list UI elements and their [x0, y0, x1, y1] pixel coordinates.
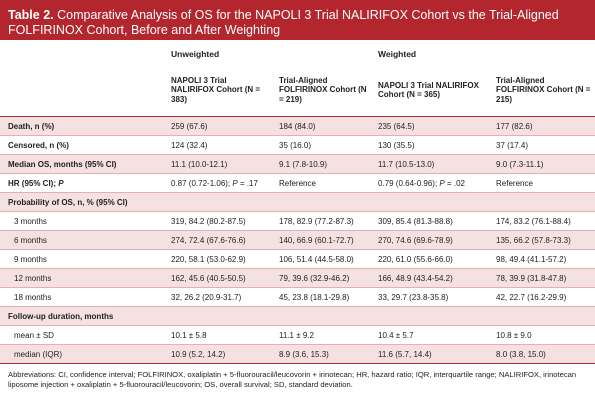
table-cell: 10.4 ± 5.7	[370, 325, 489, 345]
table-cell: 220, 61.0 (55.6-66.0)	[370, 249, 489, 269]
table-cell: Reference	[488, 173, 595, 193]
table-cell: 10.9 (5.2, 14.2)	[163, 344, 271, 364]
table-cell: 98, 49.4 (41.1-57.2)	[488, 249, 595, 269]
table-cell	[271, 192, 371, 212]
row-label: mean ± SD	[0, 325, 163, 345]
table-cell: 106, 51.4 (44.5-58.0)	[271, 249, 371, 269]
table-cell: 42, 22.7 (16.2-29.9)	[488, 287, 595, 307]
table-cell: 0.87 (0.72-1.06); P = .17	[163, 173, 271, 193]
group-header-row: Unweighted Weighted	[0, 40, 595, 64]
column-header-unweighted-napoli: NAPOLI 3 Trial NALIRIFOX Cohort (N = 383…	[163, 64, 271, 117]
table-row: mean ± SD 10.1 ± 5.8 11.1 ± 9.2 10.4 ± 5.7 1…	[0, 325, 595, 345]
table-cell: 274, 72.4 (67.6-76.6)	[163, 230, 271, 250]
table-row: 18 months 32, 26.2 (20.9-31.7) 45, 23.8 (1…	[0, 287, 595, 307]
table-cell: 135, 66.2 (57.8-73.3)	[488, 230, 595, 250]
table-cell: 235 (64.5)	[370, 116, 489, 136]
table-cell: 11.1 (10.0-12.1)	[163, 154, 271, 174]
table-row: 12 months 162, 45.6 (40.5-50.5) 79, 39.6 (…	[0, 268, 595, 288]
table-cell: 270, 74.6 (69.6-78.9)	[370, 230, 489, 250]
row-label: 18 months	[0, 287, 163, 307]
row-label: Follow-up duration, months	[0, 306, 163, 326]
table-cell: Reference	[271, 173, 371, 193]
table-cell: 309, 85.4 (81.3-88.8)	[370, 211, 489, 231]
table-cell: 8.0 (3.8, 15.0)	[488, 344, 595, 364]
table-row: Death, n (%) 259 (67.6) 184 (84.0) 235 (64.…	[0, 116, 595, 136]
row-label: Probability of OS, n, % (95% CI)	[0, 192, 163, 212]
table-cell: 35 (16.0)	[271, 135, 371, 155]
table-cell: 11.1 ± 9.2	[271, 325, 371, 345]
table-body: Death, n (%) 259 (67.6) 184 (84.0) 235 (64.…	[0, 116, 595, 364]
row-label: 9 months	[0, 249, 163, 269]
table-cell: 184 (84.0)	[271, 116, 371, 136]
abbreviations-footnote: Abbreviations: CI, confidence interval; …	[8, 370, 577, 389]
table-cell: 11.7 (10.5-13.0)	[370, 154, 489, 174]
row-label: 12 months	[0, 268, 163, 288]
row-label: Death, n (%)	[0, 116, 163, 136]
table-cell: 220, 58.1 (53.0-62.9)	[163, 249, 271, 269]
row-label: Censored, n (%)	[0, 135, 163, 155]
table-cell: 130 (35.5)	[370, 135, 489, 155]
table-cell: 79, 39.6 (32.9-46.2)	[271, 268, 371, 288]
column-header-weighted-napoli: NAPOLI 3 Trial NALIRIFOX Cohort (N = 365…	[370, 64, 489, 117]
table-cell	[163, 192, 271, 212]
table-row: Probability of OS, n, % (95% CI)	[0, 192, 595, 212]
table-cell	[488, 306, 595, 326]
table-cell: 259 (67.6)	[163, 116, 271, 136]
table-row: Censored, n (%) 124 (32.4) 35 (16.0) 130 (3…	[0, 135, 595, 155]
table-caption: Comparative Analysis of OS for the NAPOL…	[8, 8, 559, 37]
table-row: Median OS, months (95% CI) 11.1 (10.0-12.…	[0, 154, 595, 174]
row-label: 6 months	[0, 230, 163, 250]
group-header-blank	[0, 40, 163, 64]
column-header-weighted-folfirinox: Trial-Aligned FOLFIRINOX Cohort (N = 215…	[488, 64, 595, 117]
row-label: 3 months	[0, 211, 163, 231]
table-cell: 78, 39.9 (31.8-47.8)	[488, 268, 595, 288]
table-cell: 319, 84.2 (80.2-87.5)	[163, 211, 271, 231]
row-label: Median OS, months (95% CI)	[0, 154, 163, 174]
table-cell: 9.1 (7.8-10.9)	[271, 154, 371, 174]
table-cell: 33, 29.7 (23.8-35.8)	[370, 287, 489, 307]
group-header-weighted: Weighted	[378, 49, 417, 59]
table-cell: 32, 26.2 (20.9-31.7)	[163, 287, 271, 307]
table-title: Table 2. Comparative Analysis of OS for …	[0, 0, 595, 40]
table-cell	[271, 306, 371, 326]
table-cell: 9.0 (7.3-11.1)	[488, 154, 595, 174]
table-cell	[163, 306, 271, 326]
table-cell	[370, 192, 489, 212]
table-row: 6 months 274, 72.4 (67.6-76.6) 140, 66.9 (…	[0, 230, 595, 250]
row-label: median (IQR)	[0, 344, 163, 364]
table-cell: 166, 48.9 (43.4-54.2)	[370, 268, 489, 288]
table-cell: 177 (82.6)	[488, 116, 595, 136]
table-row: Follow-up duration, months	[0, 306, 595, 326]
table-cell: 11.6 (5.7, 14.4)	[370, 344, 489, 364]
table-number: Table 2.	[8, 8, 54, 22]
row-label: HR (95% CI); P	[0, 173, 163, 193]
table-cell: 0.79 (0.64-0.96); P = .02	[370, 173, 489, 193]
table-cell: 178, 82.9 (77.2-87.3)	[271, 211, 371, 231]
table-cell: 162, 45.6 (40.5-50.5)	[163, 268, 271, 288]
table-row: median (IQR) 10.9 (5.2, 14.2) 8.9 (3.6, 15…	[0, 344, 595, 364]
table-row: HR (95% CI); P 0.87 (0.72-1.06); P = .17 R…	[0, 173, 595, 193]
table-cell: 124 (32.4)	[163, 135, 271, 155]
table-row: 9 months 220, 58.1 (53.0-62.9) 106, 51.4 (…	[0, 249, 595, 269]
table-cell: 45, 23.8 (18.1-29.8)	[271, 287, 371, 307]
column-header-unweighted-folfirinox: Trial-Aligned FOLFIRINOX Cohort (N = 219…	[271, 64, 371, 117]
column-header-row: NAPOLI 3 Trial NALIRIFOX Cohort (N = 383…	[0, 64, 595, 117]
table-cell: 10.8 ± 9.0	[488, 325, 595, 345]
table-cell: 37 (17.4)	[488, 135, 595, 155]
table-cell: 174, 83.2 (76.1-88.4)	[488, 211, 595, 231]
table-cell: 140, 66.9 (60.1-72.7)	[271, 230, 371, 250]
table-cell: 8.9 (3.6, 15.3)	[271, 344, 371, 364]
table-cell: 10.1 ± 5.8	[163, 325, 271, 345]
column-header-blank	[0, 64, 163, 117]
os-comparison-table: Unweighted Weighted NAPOLI 3 Trial NALIR…	[0, 40, 595, 364]
table-cell	[370, 306, 489, 326]
table-row: 3 months 319, 84.2 (80.2-87.5) 178, 82.9 (…	[0, 211, 595, 231]
table-cell	[488, 192, 595, 212]
group-header-unweighted: Unweighted	[171, 49, 220, 59]
